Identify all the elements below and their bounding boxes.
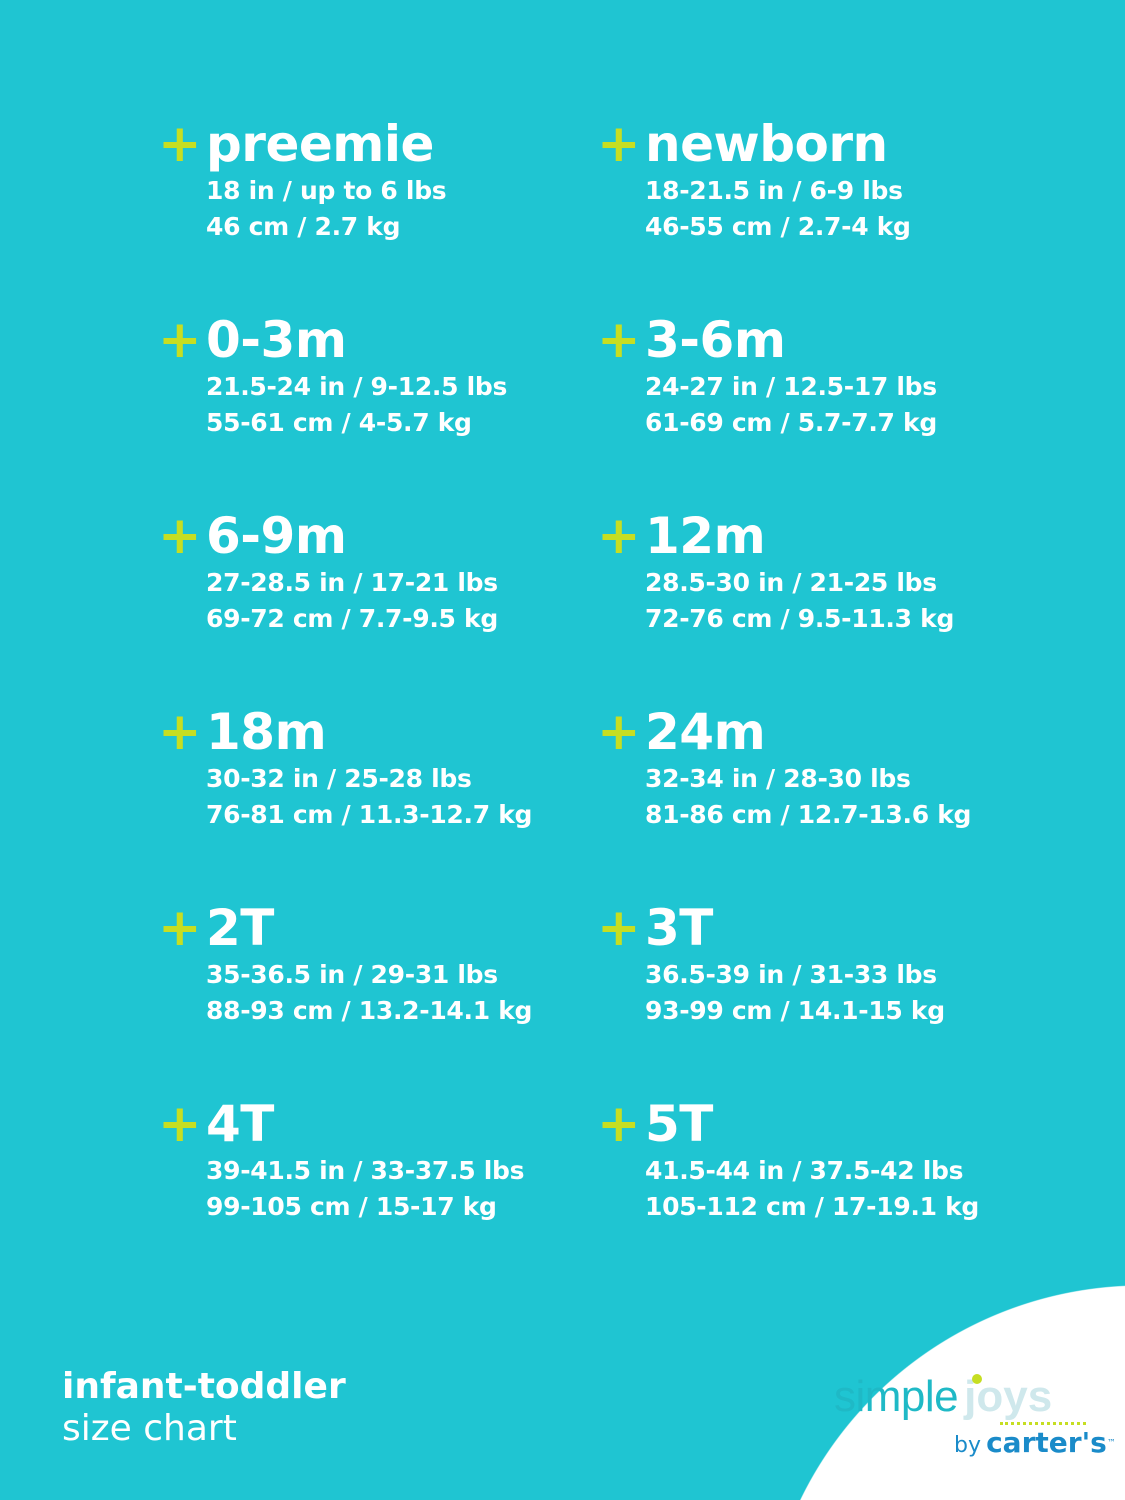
plus-icon: +: [158, 114, 202, 174]
plus-icon: +: [158, 506, 202, 566]
plus-icon: +: [597, 898, 641, 958]
size-entry: + 18m 30-32 in / 25-28 lbs 76-81 cm / 11…: [158, 702, 578, 842]
logo-brand: carter's: [986, 1426, 1107, 1459]
logo-by: by: [954, 1433, 981, 1458]
size-metric: 81-86 cm / 12.7-13.6 kg: [645, 800, 972, 829]
size-metric: 99-105 cm / 15-17 kg: [206, 1192, 497, 1221]
size-title: 12m: [645, 507, 766, 565]
size-metric: 105-112 cm / 17-19.1 kg: [645, 1192, 980, 1221]
chart-caption: infant-toddler size chart: [62, 1366, 346, 1450]
size-title: 24m: [645, 703, 766, 761]
size-imperial: 35-36.5 in / 29-31 lbs: [206, 960, 498, 989]
plus-icon: +: [597, 1094, 641, 1154]
size-title: 3T: [645, 899, 713, 957]
plus-icon: +: [158, 702, 202, 762]
size-imperial: 32-34 in / 28-30 lbs: [645, 764, 911, 793]
logo-simple: simple: [834, 1372, 959, 1421]
size-title: 4T: [206, 1095, 274, 1153]
size-entry: + 4T 39-41.5 in / 33-37.5 lbs 99-105 cm …: [158, 1094, 578, 1234]
plus-icon: +: [597, 310, 641, 370]
logo-by-carters: by carter's™: [954, 1426, 1116, 1459]
size-imperial: 39-41.5 in / 33-37.5 lbs: [206, 1156, 525, 1185]
caption-subtitle: size chart: [62, 1408, 237, 1449]
size-entry: + 3-6m 24-27 in / 12.5-17 lbs 61-69 cm /…: [597, 310, 1017, 450]
logo-dots: [1000, 1422, 1086, 1425]
plus-icon: +: [597, 702, 641, 762]
size-title: newborn: [645, 115, 888, 173]
size-title: preemie: [206, 115, 434, 173]
size-entry: + 2T 35-36.5 in / 29-31 lbs 88-93 cm / 1…: [158, 898, 578, 1038]
size-title: 0-3m: [206, 311, 347, 369]
size-imperial: 36.5-39 in / 31-33 lbs: [645, 960, 937, 989]
caption-title: infant-toddler: [62, 1366, 346, 1407]
size-metric: 55-61 cm / 4-5.7 kg: [206, 408, 472, 437]
size-title: 18m: [206, 703, 327, 761]
size-metric: 69-72 cm / 7.7-9.5 kg: [206, 604, 498, 633]
size-imperial: 27-28.5 in / 17-21 lbs: [206, 568, 498, 597]
size-entry: + 3T 36.5-39 in / 31-33 lbs 93-99 cm / 1…: [597, 898, 1017, 1038]
size-imperial: 18-21.5 in / 6-9 lbs: [645, 176, 903, 205]
plus-icon: +: [158, 1094, 202, 1154]
size-title: 3-6m: [645, 311, 786, 369]
size-metric: 76-81 cm / 11.3-12.7 kg: [206, 800, 533, 829]
size-metric: 93-99 cm / 14.1-15 kg: [645, 996, 945, 1025]
size-metric: 46 cm / 2.7 kg: [206, 212, 401, 241]
size-entry: + newborn 18-21.5 in / 6-9 lbs 46-55 cm …: [597, 114, 1017, 254]
plus-icon: +: [158, 898, 202, 958]
size-imperial: 24-27 in / 12.5-17 lbs: [645, 372, 937, 401]
logo-joys: joys: [964, 1372, 1053, 1421]
size-metric: 72-76 cm / 9.5-11.3 kg: [645, 604, 955, 633]
size-imperial: 30-32 in / 25-28 lbs: [206, 764, 472, 793]
size-entry: + 24m 32-34 in / 28-30 lbs 81-86 cm / 12…: [597, 702, 1017, 842]
size-metric: 88-93 cm / 13.2-14.1 kg: [206, 996, 533, 1025]
plus-icon: +: [158, 310, 202, 370]
size-imperial: 18 in / up to 6 lbs: [206, 176, 447, 205]
logo-circle: [762, 1285, 1125, 1500]
plus-icon: +: [597, 114, 641, 174]
size-imperial: 41.5-44 in / 37.5-42 lbs: [645, 1156, 964, 1185]
size-entry: + 0-3m 21.5-24 in / 9-12.5 lbs 55-61 cm …: [158, 310, 578, 450]
size-entry: + 5T 41.5-44 in / 37.5-42 lbs 105-112 cm…: [597, 1094, 1017, 1234]
brand-logo: simple joys by carter's™: [834, 1372, 1116, 1472]
size-title: 5T: [645, 1095, 713, 1153]
size-entry: + 12m 28.5-30 in / 21-25 lbs 72-76 cm / …: [597, 506, 1017, 646]
size-metric: 46-55 cm / 2.7-4 kg: [645, 212, 911, 241]
size-metric: 61-69 cm / 5.7-7.7 kg: [645, 408, 937, 437]
logo-trademark: ™: [1106, 1438, 1116, 1449]
size-title: 2T: [206, 899, 274, 957]
size-imperial: 21.5-24 in / 9-12.5 lbs: [206, 372, 508, 401]
size-title: 6-9m: [206, 507, 347, 565]
size-entry: + preemie 18 in / up to 6 lbs 46 cm / 2.…: [158, 114, 578, 254]
plus-icon: +: [597, 506, 641, 566]
size-entry: + 6-9m 27-28.5 in / 17-21 lbs 69-72 cm /…: [158, 506, 578, 646]
size-imperial: 28.5-30 in / 21-25 lbs: [645, 568, 937, 597]
